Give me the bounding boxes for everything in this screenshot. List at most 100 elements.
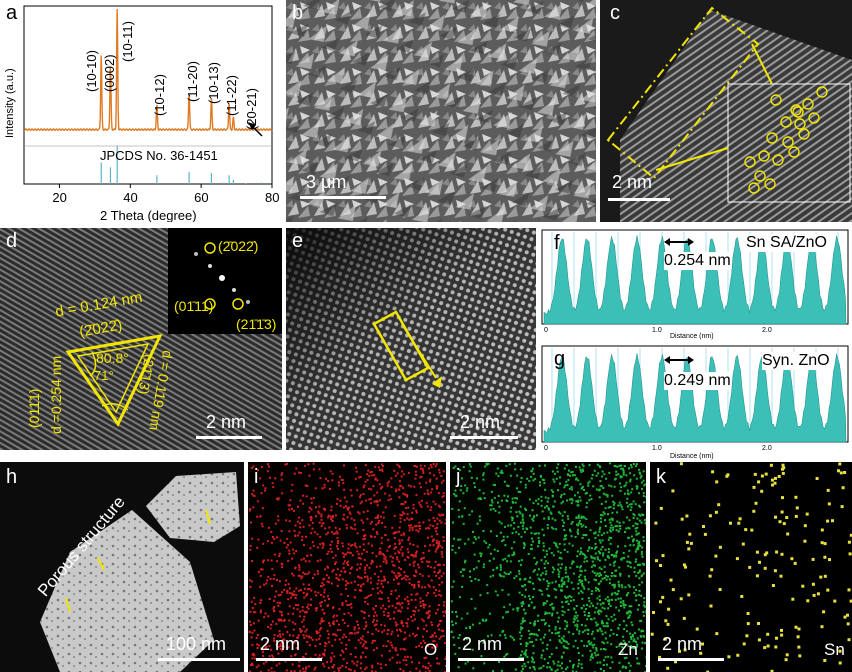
eds-dot xyxy=(359,667,362,670)
eds-dot xyxy=(797,645,801,649)
eds-dot xyxy=(479,552,482,555)
eds-dot xyxy=(320,513,323,516)
eds-dot xyxy=(379,551,382,554)
eds-dot xyxy=(347,668,350,671)
eds-dot xyxy=(415,529,418,532)
panel-j-zn-map: j 2 nm Zn xyxy=(450,462,646,672)
eds-dot xyxy=(630,503,633,506)
eds-dot xyxy=(329,660,332,663)
eds-dot xyxy=(354,544,357,547)
eds-dot xyxy=(327,604,329,607)
eds-dot xyxy=(597,653,600,656)
atom-circle xyxy=(790,104,802,116)
eds-dot xyxy=(415,646,418,648)
eds-dot xyxy=(601,622,603,624)
eds-dot xyxy=(600,574,602,577)
eds-dot xyxy=(496,467,499,470)
eds-dot xyxy=(343,633,346,636)
eds-dot xyxy=(519,505,522,508)
eds-dot xyxy=(264,612,267,615)
eds-dot xyxy=(610,485,613,488)
eds-dot xyxy=(626,593,628,596)
eds-dot xyxy=(372,639,374,642)
eds-dot xyxy=(382,465,384,468)
eds-dot xyxy=(831,519,834,523)
eds-dot xyxy=(601,539,604,542)
eds-dot xyxy=(433,519,436,522)
eds-dot xyxy=(617,530,620,533)
eds-dot xyxy=(587,538,590,541)
eds-dot xyxy=(375,523,378,526)
eds-dot xyxy=(391,570,394,573)
eds-dot xyxy=(333,614,336,617)
eds-dot xyxy=(521,515,524,518)
eds-dot xyxy=(533,633,536,636)
eds-dot xyxy=(351,554,354,557)
eds-dot xyxy=(513,462,516,465)
angle-arc-2 xyxy=(101,403,129,411)
eds-dot xyxy=(628,585,631,588)
eds-dot xyxy=(664,619,668,623)
eds-dot xyxy=(349,512,352,515)
eds-dot xyxy=(397,550,400,553)
eds-dot xyxy=(438,637,441,640)
eds-dot xyxy=(559,551,562,554)
eds-dot xyxy=(601,633,604,636)
eds-dot xyxy=(586,549,589,552)
eds-dot xyxy=(601,641,604,644)
eds-dot xyxy=(601,475,604,478)
eds-dot xyxy=(529,622,532,625)
eds-dot xyxy=(576,523,578,526)
eds-dot xyxy=(553,480,556,483)
eds-dot xyxy=(260,466,263,469)
eds-dot xyxy=(588,600,591,603)
eds-dot xyxy=(617,580,620,583)
eds-dot xyxy=(398,542,401,545)
eds-dot xyxy=(433,632,436,635)
eds-dot xyxy=(639,505,641,508)
eds-dot xyxy=(507,593,510,596)
eds-dot xyxy=(312,577,314,580)
eds-dot xyxy=(344,505,347,508)
eds-dot xyxy=(621,646,624,649)
eds-dot xyxy=(427,575,430,578)
eds-dot xyxy=(389,545,391,548)
eds-dot xyxy=(523,662,526,665)
eds-dot xyxy=(419,573,422,575)
eds-dot xyxy=(601,514,604,517)
eds-dot xyxy=(427,526,430,529)
eds-dot xyxy=(626,497,629,500)
eds-dot xyxy=(278,630,281,633)
eds-dot xyxy=(520,559,523,562)
panel-i-element: O xyxy=(424,640,438,659)
eds-dot xyxy=(634,560,637,563)
eds-dot xyxy=(288,605,291,608)
eds-dot xyxy=(612,632,615,635)
eds-dot xyxy=(335,561,337,564)
eds-dot xyxy=(318,654,321,657)
eds-dot xyxy=(538,589,541,592)
eds-dot xyxy=(563,467,566,470)
eds-dot xyxy=(524,583,526,586)
eds-dot xyxy=(362,583,365,585)
eds-dot xyxy=(632,538,635,541)
eds-dot xyxy=(595,621,598,624)
eds-dot xyxy=(428,585,431,588)
eds-dot xyxy=(346,562,348,565)
eds-dot xyxy=(585,556,588,559)
eds-dot xyxy=(434,527,437,530)
eds-dot xyxy=(398,560,401,563)
eds-dot xyxy=(457,538,460,541)
eds-dot xyxy=(560,641,563,644)
eds-dot xyxy=(562,635,565,638)
eds-dot xyxy=(541,510,544,513)
eds-dot xyxy=(276,579,278,581)
eds-dot xyxy=(574,624,577,627)
eds-dot xyxy=(351,527,354,530)
eds-dot xyxy=(274,522,277,525)
panel-e-scale-bar xyxy=(450,436,518,439)
eds-dot xyxy=(540,654,543,657)
eds-dot xyxy=(608,471,611,474)
eds-dot xyxy=(298,660,301,663)
eds-dot xyxy=(280,614,283,617)
